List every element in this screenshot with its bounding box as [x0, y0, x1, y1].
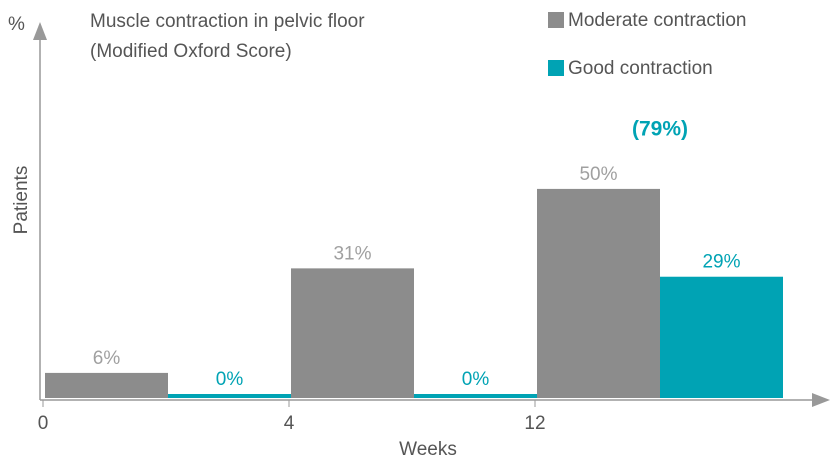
y-unit: % [8, 14, 25, 35]
legend-label: Moderate contraction [568, 10, 747, 31]
data-label: 50% [579, 164, 617, 185]
annotation: (79%) [632, 118, 688, 141]
legend-swatch [548, 12, 564, 28]
data-label: 31% [333, 243, 371, 264]
bar [168, 394, 291, 398]
bar [414, 394, 537, 398]
x-axis-arrow [812, 393, 830, 407]
data-label: 0% [216, 369, 244, 390]
chart-subtitle: (Modified Oxford Score) [90, 41, 292, 62]
bar [45, 372, 168, 398]
x-tick-label: 4 [284, 413, 295, 434]
data-label: 0% [462, 369, 490, 390]
bar [660, 276, 783, 398]
x-axis-label: Weeks [399, 439, 457, 460]
legend-label: Good contraction [568, 58, 713, 79]
y-axis-label: Patients [11, 166, 32, 235]
data-label: 6% [93, 348, 121, 369]
bar [537, 188, 660, 398]
bar [291, 268, 414, 398]
data-label: 29% [702, 252, 740, 273]
legend-swatch [548, 60, 564, 76]
x-tick-label: 0 [38, 413, 49, 434]
chart-title: Muscle contraction in pelvic floor [90, 11, 365, 32]
y-axis-arrow [33, 22, 47, 40]
x-tick-label: 12 [524, 413, 545, 434]
